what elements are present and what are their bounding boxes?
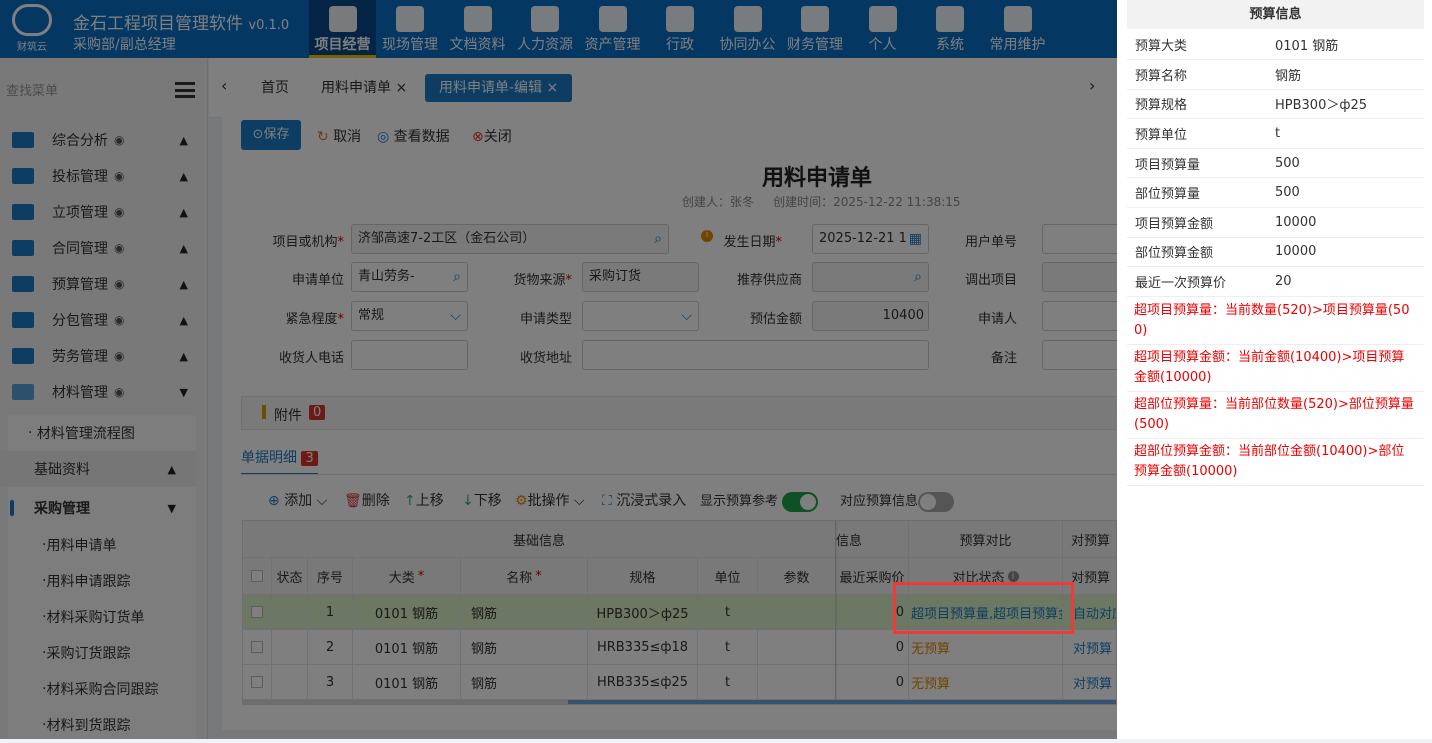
budget-info-row: 预算名称 钢筋: [1127, 60, 1424, 90]
budget-info-row: 项目预算量 500: [1127, 149, 1424, 179]
row-value: 10000: [1275, 214, 1317, 230]
budget-warnings: 超项目预算量：当前数量(520)>项目预算量(500) 超项目预算金额：当前金额(…: [1127, 298, 1424, 486]
row-key: 部位预算量: [1135, 187, 1201, 203]
highlight-box: [893, 582, 1074, 634]
modal-overlay[interactable]: [0, 0, 1117, 739]
budget-info-row: 预算规格 HPB300＞ф25: [1127, 90, 1424, 120]
budget-info-row: 部位预算金额 10000: [1127, 238, 1424, 268]
budget-info-row: 项目预算金额 10000: [1127, 208, 1424, 238]
row-key: 预算单位: [1135, 127, 1188, 143]
row-value: 500: [1275, 185, 1300, 201]
row-key: 预算大类: [1135, 38, 1188, 54]
row-key: 项目预算金额: [1135, 216, 1214, 232]
budget-info-row: 预算单位 t: [1127, 119, 1424, 149]
row-value: 500: [1275, 155, 1300, 171]
budget-info-panel: 预算信息 预算大类 0101 钢筋预算名称 钢筋预算规格 HPB300＞ф25 预算单位…: [1117, 0, 1432, 739]
row-key: 项目预算量: [1135, 157, 1201, 173]
budget-warning: 超部位预算金额：当前部位金额(10400)>部位预算金额(10000): [1127, 439, 1424, 486]
row-key: 部位预算金额: [1135, 246, 1214, 262]
budget-warning: 超项目预算量：当前数量(520)>项目预算量(500): [1127, 298, 1424, 345]
row-value: 20: [1275, 273, 1292, 289]
budget-info-row: 部位预算量 500: [1127, 178, 1424, 208]
budget-warning: 超部位预算量：当前部位数量(520)>部位预算量(500): [1127, 392, 1424, 439]
row-value: HPB300＞ф25: [1275, 98, 1368, 114]
row-key: 预算名称: [1135, 68, 1188, 84]
row-value: 0101 钢筋: [1275, 38, 1339, 54]
row-key: 预算规格: [1135, 98, 1188, 114]
row-value: 钢筋: [1275, 68, 1302, 84]
row-value: 10000: [1275, 244, 1317, 260]
budget-info-row: 预算大类 0101 钢筋: [1127, 29, 1424, 60]
row-value: t: [1275, 125, 1281, 141]
budget-warning: 超项目预算金额：当前金额(10400)>项目预算金额(10000): [1127, 345, 1424, 392]
budget-info-row: 最近一次预算价 20: [1127, 267, 1424, 297]
panel-title: 预算信息: [1127, 0, 1424, 29]
row-key: 最近一次预算价: [1135, 275, 1227, 291]
